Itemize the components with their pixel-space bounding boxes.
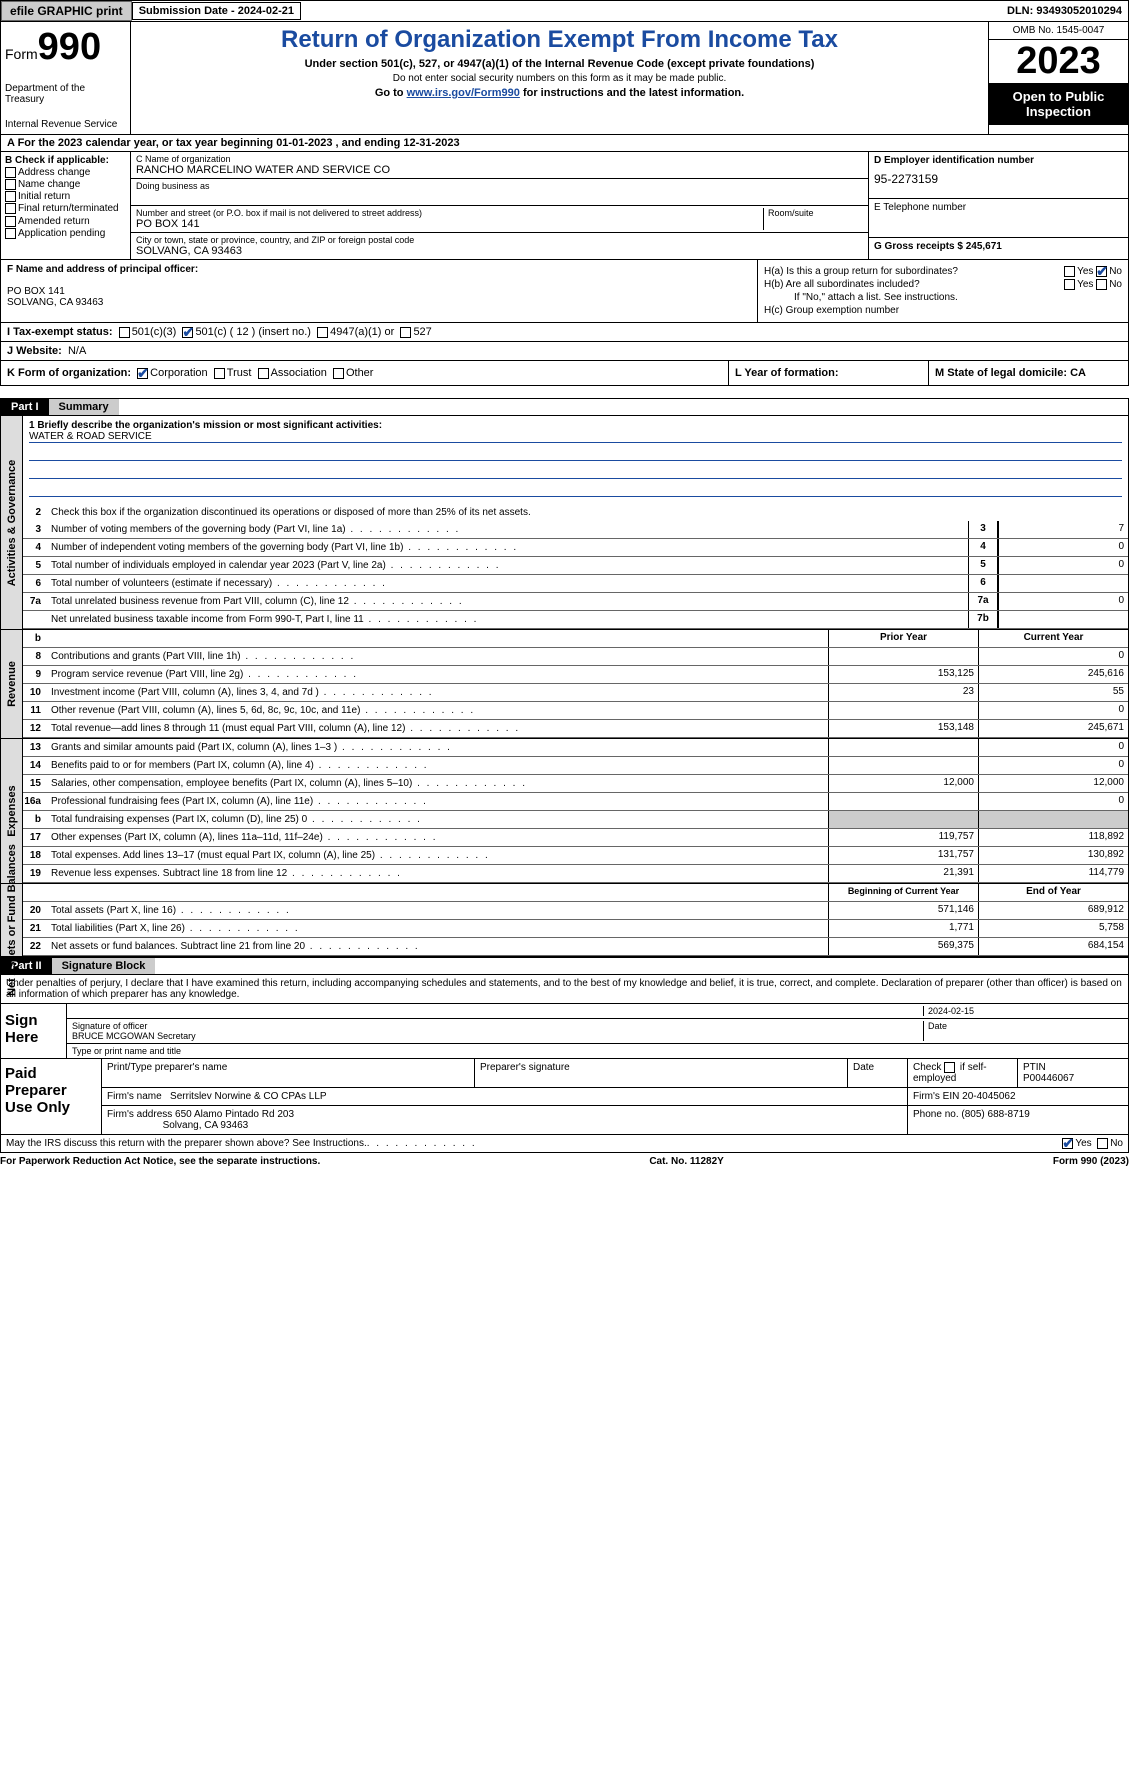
subtitle-2: Do not enter social security numbers on … [139,73,980,84]
street: PO BOX 141 [136,218,763,230]
firm-phone: (805) 688-8719 [961,1109,1029,1120]
k-corp[interactable] [137,368,148,379]
subtitle-1: Under section 501(c), 527, or 4947(a)(1)… [139,58,980,70]
i-527[interactable] [400,327,411,338]
ha-yes[interactable] [1064,266,1075,277]
hb-no[interactable] [1096,279,1107,290]
irs-link[interactable]: www.irs.gov/Form990 [407,87,520,99]
col-d: D Employer identification number 95-2273… [868,152,1128,259]
paid-preparer-block: Paid Preparer Use Only Print/Type prepar… [0,1059,1129,1135]
page-footer: For Paperwork Reduction Act Notice, see … [0,1153,1129,1170]
row-i: I Tax-exempt status: 501(c)(3) 501(c) ( … [0,323,1129,342]
revenue-section: Revenue bPrior YearCurrent Year 8Contrib… [0,630,1129,739]
submission-date: Submission Date - 2024-02-21 [132,2,301,20]
firm-name: Serritslev Norwine & CO CPAs LLP [170,1091,327,1102]
mission: WATER & ROAD SERVICE [29,431,1122,443]
open-inspection: Open to Public Inspection [989,83,1128,125]
omb: OMB No. 1545-0047 [989,22,1128,40]
col-c: C Name of organizationRANCHO MARCELINO W… [131,152,868,259]
discuss-no[interactable] [1097,1138,1108,1149]
officer-addr1: PO BOX 141 [7,286,751,297]
check-final[interactable] [5,203,16,214]
check-pending[interactable] [5,228,16,239]
discuss-row: May the IRS discuss this return with the… [0,1135,1129,1153]
website: N/A [68,345,86,357]
i-501c[interactable] [182,327,193,338]
top-bar: efile GRAPHIC print Submission Date - 20… [0,0,1129,22]
sign-date: 2024-02-15 [923,1006,1123,1016]
row-a: A For the 2023 calendar year, or tax yea… [0,135,1129,152]
city: SOLVANG, CA 93463 [136,245,863,257]
bcd-block: B Check if applicable: Address change Na… [0,152,1129,260]
netassets-section: Net Assets or Fund Balances Beginning of… [0,884,1129,957]
hb-yes[interactable] [1064,279,1075,290]
part1-header: Part I Summary [0,398,1129,416]
form-word: Form [5,46,38,62]
form-number: 990 [38,26,101,68]
subtitle-3: Go to www.irs.gov/Form990 for instructio… [139,87,980,99]
part2-header: Part II Signature Block [0,957,1129,975]
row-klm: K Form of organization: Corporation Trus… [0,361,1129,386]
check-address[interactable] [5,167,16,178]
self-employed-check[interactable] [944,1062,955,1073]
check-amended[interactable] [5,216,16,227]
domicile: M State of legal domicile: CA [935,367,1086,379]
expenses-section: Expenses 13Grants and similar amounts pa… [0,739,1129,884]
k-assoc[interactable] [258,368,269,379]
firm-ein: 20-4045062 [962,1091,1015,1102]
row-j: J Website: N/A [0,342,1129,361]
ptin: P00446067 [1023,1073,1074,1084]
check-name[interactable] [5,179,16,190]
sign-block: Sign Here 2024-02-15 Signature of office… [0,1004,1129,1059]
check-initial[interactable] [5,191,16,202]
fh-block: F Name and address of principal officer:… [0,260,1129,323]
tax-year: 2023 [989,40,1128,83]
form-title: Return of Organization Exempt From Incom… [139,26,980,54]
dln: DLN: 93493052010294 [1001,3,1128,19]
efile-button[interactable]: efile GRAPHIC print [1,1,132,21]
i-4947[interactable] [317,327,328,338]
perjury-text: Under penalties of perjury, I declare th… [0,975,1129,1004]
k-trust[interactable] [214,368,225,379]
i-501c3[interactable] [119,327,130,338]
irs: Internal Revenue Service [5,119,126,130]
discuss-yes[interactable] [1062,1138,1073,1149]
org-name: RANCHO MARCELINO WATER AND SERVICE CO [136,164,863,176]
ein: 95-2273159 [869,169,1128,198]
governance-section: Activities & Governance 1 Briefly descri… [0,416,1129,630]
gross-receipts: G Gross receipts $ 245,671 [869,238,1128,255]
firm-addr1: 650 Alamo Pintado Rd 203 [175,1109,294,1120]
dept: Department of the Treasury [5,83,126,105]
form-header: Form990 Department of the Treasury Inter… [0,22,1129,135]
k-other[interactable] [333,368,344,379]
firm-addr2: Solvang, CA 93463 [163,1120,249,1131]
ha-no[interactable] [1096,266,1107,277]
officer-name: BRUCE MCGOWAN Secretary [72,1031,923,1041]
officer-addr2: SOLVANG, CA 93463 [7,297,751,308]
col-b: B Check if applicable: Address change Na… [1,152,131,259]
